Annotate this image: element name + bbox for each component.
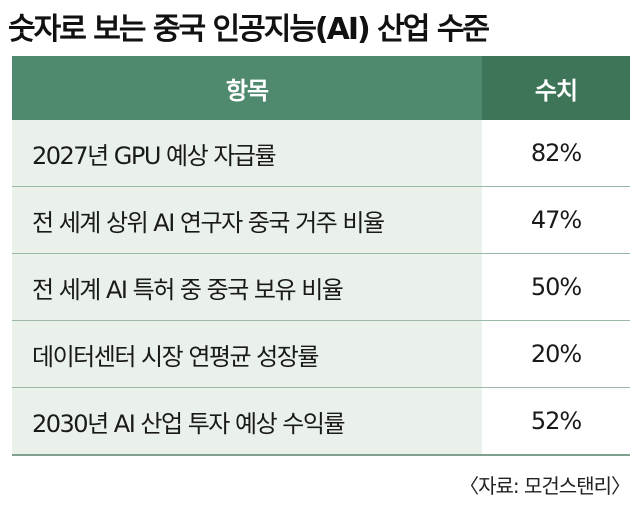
row-item: 데이터센터 시장 연평균 성장률 (12, 321, 482, 387)
table-header: 항목 수치 (12, 56, 630, 120)
table-row: 2030년 AI 산업 투자 예상 수익률 52% (12, 388, 630, 456)
row-item: 2030년 AI 산업 투자 예상 수익률 (12, 388, 482, 454)
source-note: 〈자료: 모건스탠리〉 (459, 474, 631, 498)
table-row: 데이터센터 시장 연평균 성장률 20% (12, 321, 630, 388)
row-item: 2027년 GPU 예상 자급률 (12, 120, 482, 186)
row-value: 52% (482, 388, 630, 454)
table-row: 2027년 GPU 예상 자급률 82% (12, 120, 630, 187)
stats-table: 항목 수치 2027년 GPU 예상 자급률 82% 전 세계 상위 AI 연구… (12, 56, 630, 456)
row-item: 전 세계 AI 특허 중 중국 보유 비율 (12, 254, 482, 320)
row-value: 82% (482, 120, 630, 186)
header-item: 항목 (12, 56, 482, 120)
table-row: 전 세계 상위 AI 연구자 중국 거주 비율 47% (12, 187, 630, 254)
row-value: 50% (482, 254, 630, 320)
row-value: 47% (482, 187, 630, 253)
row-item: 전 세계 상위 AI 연구자 중국 거주 비율 (12, 187, 482, 253)
table-row: 전 세계 AI 특허 중 중국 보유 비율 50% (12, 254, 630, 321)
row-value: 20% (482, 321, 630, 387)
page-title: 숫자로 보는 중국 인공지능(AI) 산업 수준 (8, 12, 490, 47)
header-value: 수치 (482, 56, 630, 120)
